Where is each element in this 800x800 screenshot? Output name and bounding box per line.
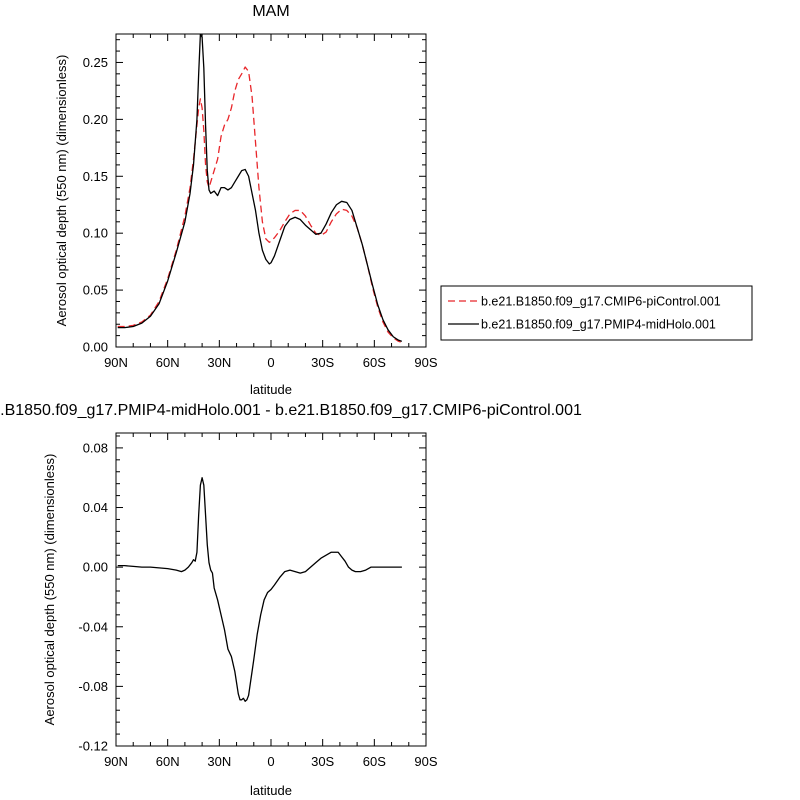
x-tick-label: 60N xyxy=(156,754,180,769)
series-line-1 xyxy=(117,34,403,342)
y-tick-label: -0.08 xyxy=(78,679,108,694)
y-tick-label: -0.04 xyxy=(78,619,108,634)
legend-label: b.e21.B1850.f09_g17.CMIP6-piControl.001 xyxy=(481,295,721,309)
y-tick-label: 0.08 xyxy=(83,440,108,455)
chart-title: b.e21.B1850.f09_g17.PMIP4-midHolo.001 - … xyxy=(0,402,582,419)
x-tick-label: 30S xyxy=(311,355,334,370)
panel-top: MAM 90N 60N 30N 0 30S 60S 90S 0.00 0.05 0.10 0.15 0.… xyxy=(54,3,753,397)
x-tick-label: 30N xyxy=(207,754,231,769)
series-line-0 xyxy=(117,477,402,702)
chart-title: MAM xyxy=(252,3,289,20)
x-tick-label: 90N xyxy=(104,355,128,370)
x-tick-label: 60S xyxy=(363,355,386,370)
y-axis-label: Aerosol optical depth (550 nm) (dimensio… xyxy=(54,55,69,327)
y-tick-label: 0.20 xyxy=(83,112,108,127)
x-tick-label: 90S xyxy=(414,754,437,769)
legend: b.e21.B1850.f09_g17.CMIP6-piControl.001b… xyxy=(440,285,753,341)
y-tick-label: -0.12 xyxy=(78,739,108,754)
x-tick-label: 60S xyxy=(363,754,386,769)
y-tick-label: 0.05 xyxy=(83,283,108,298)
x-tick-label: 60N xyxy=(156,355,180,370)
legend-label: b.e21.B1850.f09_g17.PMIP4-midHolo.001 xyxy=(481,318,716,332)
y-tick-label: 0.04 xyxy=(83,500,108,515)
x-tick-label: 90S xyxy=(414,355,437,370)
plot-frame xyxy=(115,33,427,348)
x-tick-label: 30N xyxy=(207,355,231,370)
x-axis-label: latitude xyxy=(250,382,292,397)
x-axis-label: latitude xyxy=(250,783,292,798)
y-tick-label: 0.10 xyxy=(83,226,108,241)
y-tick-label: 0.15 xyxy=(83,169,108,184)
x-tick-label: 90N xyxy=(104,754,128,769)
panel-bottom: b.e21.B1850.f09_g17.PMIP4-midHolo.001 - … xyxy=(0,402,582,798)
legend-box xyxy=(440,285,753,341)
x-tick-label: 30S xyxy=(311,754,334,769)
x-tick-label: 0 xyxy=(267,355,274,370)
y-axis-label: Aerosol optical depth (550 nm) (dimensio… xyxy=(42,454,57,726)
y-tick-label: 0.25 xyxy=(83,55,108,70)
y-tick-label: 0.00 xyxy=(83,340,108,355)
y-tick-label: 0.00 xyxy=(83,560,108,575)
x-tick-label: 0 xyxy=(267,754,274,769)
